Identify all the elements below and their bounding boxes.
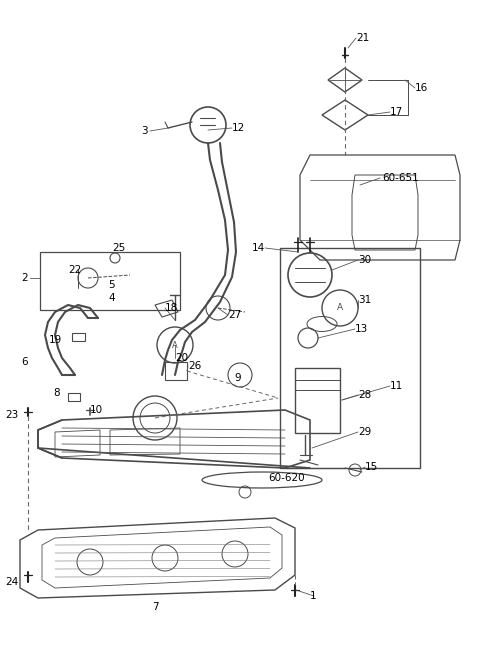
Text: 28: 28: [358, 390, 371, 400]
Text: 15: 15: [365, 462, 378, 472]
Text: 20: 20: [175, 353, 188, 363]
Text: 60-620: 60-620: [268, 473, 305, 483]
Text: 4: 4: [108, 293, 115, 303]
Text: 25: 25: [112, 243, 125, 253]
Text: 23: 23: [5, 410, 18, 420]
Text: 18: 18: [165, 303, 178, 313]
Bar: [295, 368, 340, 433]
Text: 31: 31: [358, 295, 371, 305]
Text: 12: 12: [232, 123, 245, 133]
Text: 16: 16: [415, 83, 428, 93]
Bar: [40, 252, 180, 310]
Text: 14: 14: [252, 243, 265, 253]
Text: 6: 6: [22, 357, 28, 367]
Bar: [165, 362, 187, 380]
Text: 8: 8: [53, 388, 60, 398]
Text: 9: 9: [234, 373, 240, 383]
Text: 17: 17: [390, 107, 403, 117]
Text: 27: 27: [228, 310, 241, 320]
Text: 60-651: 60-651: [382, 173, 419, 183]
Text: 22: 22: [68, 265, 81, 275]
Text: A: A: [172, 340, 178, 350]
Text: 30: 30: [358, 255, 371, 265]
Text: 3: 3: [142, 126, 148, 136]
Text: 11: 11: [390, 381, 403, 391]
Text: 21: 21: [356, 33, 369, 43]
Text: 7: 7: [152, 602, 158, 612]
Text: 29: 29: [358, 427, 371, 437]
Text: 13: 13: [355, 324, 368, 334]
Text: 10: 10: [90, 405, 103, 415]
Text: 19: 19: [49, 335, 62, 345]
Text: 5: 5: [108, 280, 115, 290]
Text: 24: 24: [5, 577, 18, 587]
Text: 26: 26: [188, 361, 201, 371]
Text: 1: 1: [310, 591, 317, 601]
Text: A: A: [337, 304, 343, 312]
Bar: [280, 248, 420, 468]
Text: 2: 2: [22, 273, 28, 283]
